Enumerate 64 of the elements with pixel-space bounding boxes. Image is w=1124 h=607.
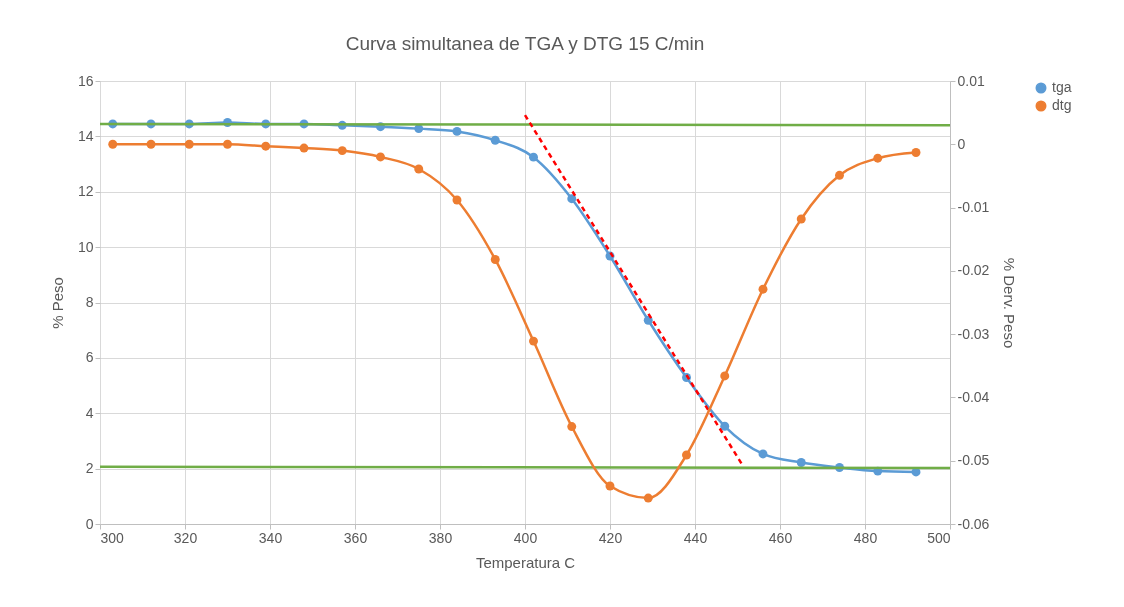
- point: [376, 152, 385, 162]
- point: [529, 152, 538, 162]
- y2-axis-title: % Derv. Peso: [1001, 257, 1019, 349]
- y-tick-label: 4: [85, 404, 94, 421]
- x-tick-label: 400: [513, 529, 538, 546]
- point: [490, 135, 500, 145]
- point: [261, 141, 271, 151]
- point: [184, 139, 194, 149]
- x-tick-label: 480: [853, 529, 878, 546]
- y2-tick-label: -0.05: [957, 452, 990, 469]
- x-tick-label: 300: [100, 529, 125, 546]
- point: [567, 194, 577, 204]
- y2-tick-label: -0.03: [957, 325, 990, 342]
- chart-title: Curva simultanea de TGA y DTG 15 C/min: [345, 33, 705, 54]
- x-tick-label: 380: [428, 529, 453, 546]
- point: [605, 481, 615, 491]
- y2-tick-label: -0.01: [957, 199, 990, 216]
- point: [490, 255, 500, 264]
- x-tick-label: 460: [768, 529, 793, 546]
- x-axis-title: Temperatura C: [475, 553, 576, 571]
- point: [720, 421, 730, 431]
- y2-tick-label: 0: [957, 135, 966, 152]
- point: [682, 450, 691, 460]
- point: [414, 164, 424, 174]
- y-tick-label: 8: [85, 294, 94, 310]
- y-tick-label: 6: [85, 349, 94, 366]
- point: [835, 170, 844, 180]
- y-tick-label: 12: [77, 183, 94, 200]
- point: [873, 153, 883, 163]
- y2-tick-label: -0.04: [957, 388, 990, 405]
- point: [337, 146, 347, 156]
- point: [567, 422, 577, 431]
- x-tick-label: 440: [683, 529, 708, 546]
- x-tick-label: 340: [258, 529, 283, 546]
- point: [108, 139, 118, 149]
- point: [643, 493, 653, 503]
- point: [796, 214, 806, 224]
- point: [796, 458, 806, 467]
- x-tick-label: 500: [927, 529, 951, 546]
- y-axis-title: % Peso: [48, 277, 66, 329]
- y-tick-label: 0: [85, 515, 94, 532]
- point: [146, 139, 156, 149]
- y2-tick-label: -0.02: [957, 262, 990, 279]
- point: [720, 371, 730, 381]
- y2-tick-label: -0.06: [957, 515, 990, 532]
- y-tick-label: 14: [77, 127, 94, 144]
- y-tick-label: 10: [77, 238, 94, 255]
- x-tick-label: 360: [343, 529, 368, 546]
- point: [911, 148, 921, 157]
- point: [299, 143, 309, 153]
- point: [758, 284, 768, 294]
- y-tick-label: 16: [77, 72, 94, 89]
- legend-label: tga: [1052, 79, 1072, 95]
- y2-tick-label: 0.01: [957, 72, 985, 89]
- x-tick-label: 420: [598, 529, 623, 546]
- point: [452, 195, 462, 205]
- x-tick-label: 320: [173, 529, 198, 546]
- point: [223, 139, 232, 149]
- point: [643, 315, 653, 325]
- point: [758, 449, 768, 459]
- legend-label: dtg: [1052, 97, 1072, 113]
- point: [529, 336, 538, 346]
- point: [452, 126, 462, 136]
- y-tick-label: 2: [85, 460, 94, 477]
